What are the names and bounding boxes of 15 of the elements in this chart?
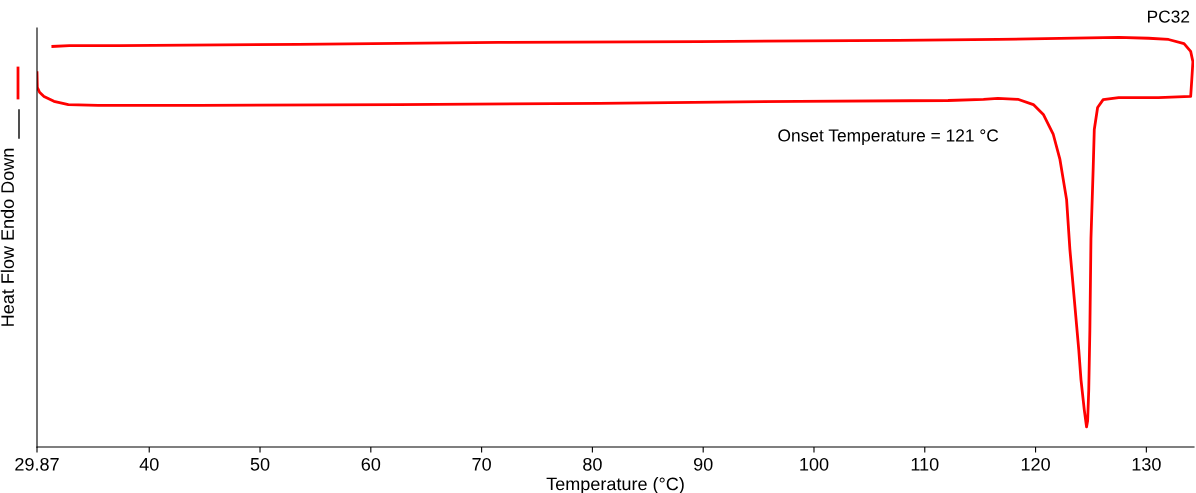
annotation: Onset Temperature = 121 °C (778, 129, 999, 146)
x-tick-label: 40 (139, 457, 159, 471)
x-tick-label: 100 (800, 457, 829, 471)
x-tick-label: 80 (583, 457, 602, 471)
y-axis-title: Heat Flow Endo Down (0, 148, 14, 326)
x-axis-title: Temperature (°C) (546, 477, 684, 493)
x-tick-label: 29.87 (15, 457, 59, 471)
x-tick-label: 50 (250, 457, 270, 471)
x-tick-label: 130 (1132, 457, 1161, 471)
x-tick-label: 60 (361, 457, 381, 471)
x-tick-label: 70 (472, 457, 491, 471)
x-tick-label: 90 (694, 457, 713, 471)
x-tick-label: 120 (1021, 457, 1050, 471)
text: PC32 (1148, 10, 1190, 23)
x-tick-label: 110 (911, 457, 939, 471)
